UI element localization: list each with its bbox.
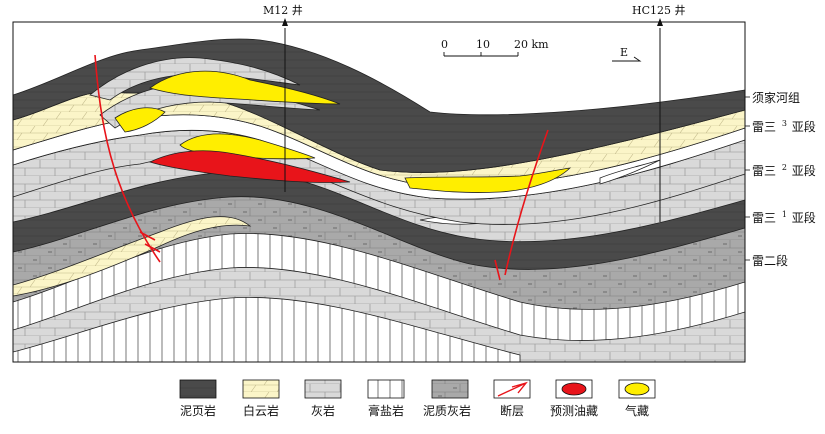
direction-indicator: E: [612, 46, 642, 62]
cross-section: [13, 22, 745, 362]
formation-label-lei3-3-text: 雷三: [752, 120, 776, 134]
fault-left: [94, 54, 161, 263]
scale-tick-10: 10: [476, 38, 490, 51]
formation-label-lei3-1-suffix: 亚段: [792, 210, 816, 225]
legend: 泥页岩 白云岩 灰岩 膏盐岩 泥质灰岩 断层: [179, 379, 656, 418]
formation-label-lei3-2-text: 雷三: [752, 164, 776, 178]
argillaceous-limestone-swatch-icon: [431, 379, 469, 399]
gypsum-salt-layer-base: [13, 296, 521, 362]
legend-label-oil-reservoir: 预测油藏: [550, 404, 598, 418]
formation-label-lei3-2: 雷三 2 亚段: [752, 159, 816, 178]
formation-label-lei3-2-suffix: 亚段: [792, 163, 816, 178]
legend-item-gas-reservoir: 气藏: [618, 379, 656, 418]
formation-label-xujiahe-text: 须家河组: [752, 90, 800, 105]
direction-arrow-icon: [612, 56, 642, 62]
well-m12-label: M12 井: [263, 3, 303, 17]
formation-label-lei3-1: 雷三 1 亚段: [752, 206, 816, 225]
legend-item-oil-reservoir: 预测油藏: [550, 379, 598, 418]
well-m12: M12 井: [263, 3, 303, 26]
scale-bar: 0 10 20 km: [441, 38, 549, 57]
formation-label-lei3-3-suffix: 亚段: [792, 119, 816, 134]
legend-item-dolomite: 白云岩: [242, 379, 280, 418]
legend-item-argillaceous-limestone: 泥质灰岩: [423, 379, 471, 418]
gas-reservoir-upper-fold: [149, 70, 341, 105]
predicted-oil-reservoir: [148, 150, 351, 183]
scale-tick-0: 0: [441, 38, 448, 51]
gas-reservoir-icon: [624, 382, 650, 396]
formation-label-lei3-1-text: 雷三: [752, 211, 776, 225]
direction-label: E: [620, 46, 628, 59]
mudshale-swatch-icon: [179, 379, 217, 399]
formation-labels: 须家河组 雷三 3 亚段 雷三 2 亚段 雷三 1 亚段 雷二段: [745, 90, 816, 268]
section-frame: [12, 21, 746, 363]
formation-label-lei3-3: 雷三 3 亚段: [752, 115, 816, 134]
legend-label-fault: 断层: [500, 403, 524, 418]
limestone-swatch-icon: [304, 379, 342, 399]
legend-label-gas-reservoir: 气藏: [625, 403, 649, 418]
legend-label-mudshale: 泥页岩: [180, 403, 216, 418]
legend-item-mudshale: 泥页岩: [179, 379, 217, 418]
oil-reservoir-icon: [561, 382, 587, 396]
legend-item-fault: 断层: [493, 379, 531, 418]
legend-label-dolomite: 白云岩: [243, 403, 279, 418]
formation-label-lei3-1-sup: 1: [782, 210, 787, 219]
gas-reservoir-left-lens: [114, 107, 166, 133]
formation-label-lei3-2-sup: 2: [782, 163, 787, 172]
formation-label-lei3-3-sup: 3: [782, 119, 787, 128]
legend-item-gypsum-salt: 膏盐岩: [367, 379, 405, 418]
formation-label-lei2: 雷二段: [752, 253, 788, 268]
legend-label-limestone: 灰岩: [311, 403, 335, 418]
fault-right: [494, 129, 549, 281]
formation-label-lei2-text: 雷二段: [752, 253, 788, 268]
dolomite-lens-lei2: [13, 216, 252, 297]
legend-item-limestone: 灰岩: [304, 379, 342, 418]
well-hc125-label: HC125 井: [632, 3, 686, 17]
legend-label-argillaceous-limestone: 泥质灰岩: [423, 403, 471, 418]
dolomite-swatch-icon: [242, 379, 280, 399]
thin-bed-upper-1: [89, 57, 301, 101]
gypsum-salt-swatch-icon: [367, 379, 405, 399]
formation-label-xujiahe: 须家河组: [752, 90, 800, 105]
fault-icon: [497, 381, 528, 397]
legend-label-gypsum-salt: 膏盐岩: [368, 403, 404, 418]
scale-tick-20: 20 km: [514, 38, 549, 51]
well-hc125: HC125 井: [632, 3, 686, 26]
